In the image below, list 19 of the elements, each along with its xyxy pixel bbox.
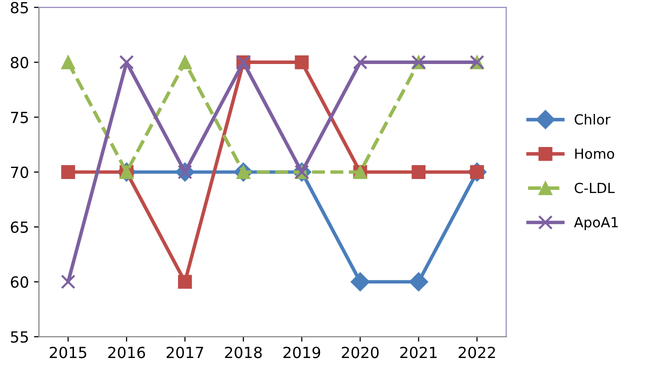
x-tick-label: 2022 (458, 346, 495, 358)
x-tick-label: 2015 (50, 346, 86, 358)
x-tick-label: 2017 (166, 346, 204, 358)
y-tick-label: 60 (10, 276, 28, 288)
x-tick-label: 2016 (108, 346, 146, 358)
y-tick-label: 55 (10, 331, 28, 343)
legend-label: C-LDL (574, 182, 615, 194)
legend-label: ApoA1 (574, 217, 618, 230)
y-tick-label: 70 (11, 166, 28, 178)
x-tick-label: 2018 (225, 346, 262, 358)
y-tick-label: 65 (10, 221, 28, 233)
legend-label: Homo (575, 148, 614, 159)
x-tick-label: 2019 (283, 346, 320, 358)
y-tick-label: 80 (10, 56, 28, 68)
y-tick-label: 75 (11, 112, 28, 124)
x-tick-label: 2020 (342, 346, 379, 358)
x-tick-label: 2021 (400, 346, 437, 358)
y-tick-label: 85 (10, 2, 28, 14)
legend-label: Chlor (574, 114, 610, 125)
